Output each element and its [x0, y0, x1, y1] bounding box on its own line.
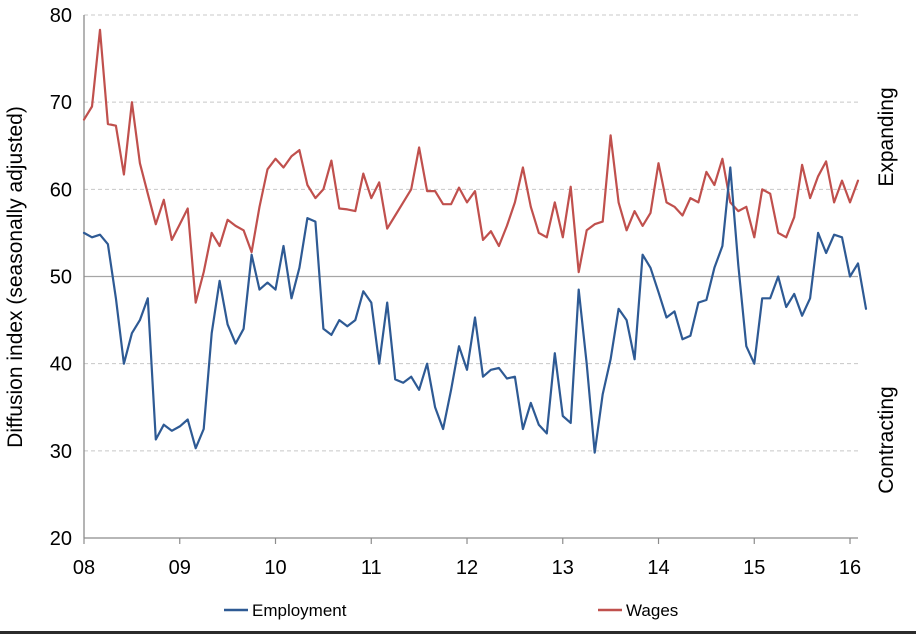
y-tick-labels: 20 30 40 50 60 70 80 — [50, 5, 72, 550]
y-axis-label: Diffusion index (seasonally adjusted) — [4, 106, 27, 448]
y-tick-label-70: 70 — [50, 92, 72, 114]
contracting-label: Contracting — [875, 386, 898, 493]
legend: Employment Wages — [224, 601, 678, 620]
series-line-wages — [82, 28, 860, 304]
y-tick-label-20: 20 — [50, 528, 72, 550]
y-tick-label-60: 60 — [50, 179, 72, 201]
x-tick-label-15: 15 — [743, 557, 765, 579]
y-tick-label-30: 30 — [50, 441, 72, 463]
x-tick-label-09: 09 — [169, 557, 191, 579]
x-tick-label-08: 08 — [73, 557, 95, 579]
legend-label-wages: Wages — [626, 601, 678, 620]
expanding-label: Expanding — [875, 87, 898, 186]
x-tick-label-14: 14 — [647, 557, 669, 579]
bottom-border — [0, 631, 916, 634]
y-tick-label-80: 80 — [50, 5, 72, 27]
x-tick-label-13: 13 — [552, 557, 574, 579]
y-tick-label-50: 50 — [50, 267, 72, 289]
series-line-employment — [82, 166, 868, 454]
series-lines — [82, 28, 868, 454]
gridlines — [84, 14, 858, 452]
x-tick-label-16: 16 — [839, 557, 861, 579]
legend-label-employment: Employment — [252, 601, 347, 620]
axes — [83, 15, 858, 544]
x-tick-label-12: 12 — [456, 557, 478, 579]
x-tick-label-10: 10 — [264, 557, 286, 579]
x-tick-label-11: 11 — [361, 557, 382, 579]
y-tick-label-40: 40 — [50, 354, 72, 376]
x-tick-labels: 08 09 10 11 12 13 14 15 16 — [73, 557, 861, 579]
